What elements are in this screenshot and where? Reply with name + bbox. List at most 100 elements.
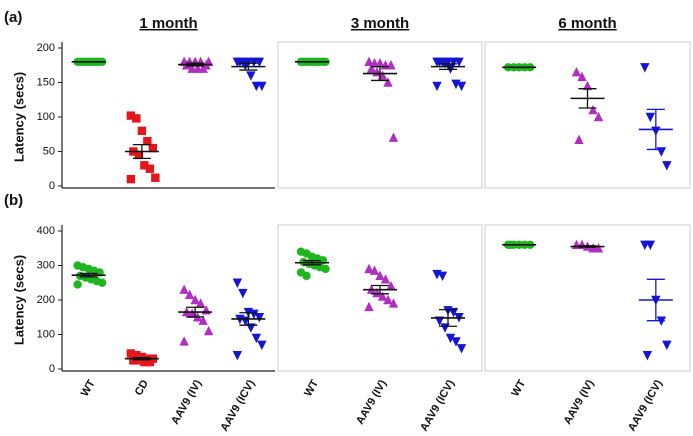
data-point	[364, 263, 374, 274]
data-point	[364, 56, 374, 66]
data-point	[645, 112, 656, 123]
x-tick-label: WT	[302, 378, 321, 399]
data-point	[640, 63, 650, 73]
data-point	[456, 344, 467, 354]
data-point	[321, 264, 330, 274]
data-point	[366, 63, 377, 73]
data-point	[254, 57, 265, 67]
data-point	[432, 81, 442, 92]
y-tick-label: 200	[37, 42, 55, 54]
data-point	[375, 57, 385, 68]
panel-title: 1 month	[139, 15, 197, 32]
panel-label: (b)	[4, 192, 23, 209]
panel-title: 6 month	[558, 15, 616, 32]
y-tick-label: 200	[37, 294, 55, 306]
y-tick-label: 100	[37, 328, 55, 340]
data-point	[129, 356, 138, 365]
data-point	[251, 333, 262, 344]
data-point	[132, 114, 141, 123]
data-point	[134, 356, 144, 365]
data-point	[364, 301, 374, 312]
data-point	[198, 315, 208, 325]
data-point	[383, 294, 393, 305]
x-tick-label: WT	[509, 378, 528, 399]
data-point	[126, 111, 136, 120]
panel-frame	[277, 224, 483, 372]
data-point	[388, 132, 399, 142]
data-point	[126, 349, 136, 358]
data-point	[451, 337, 461, 347]
data-point	[375, 270, 385, 281]
data-point	[588, 104, 598, 115]
data-point	[179, 284, 189, 294]
y-tick-label: 100	[37, 111, 55, 123]
data-point	[232, 351, 243, 361]
data-point	[434, 316, 445, 326]
data-point	[574, 134, 584, 144]
y-tick-label: 50	[43, 145, 55, 157]
x-tick-label: AAV9 (IV)	[562, 378, 597, 427]
x-tick-label: AAV9 (ICV)	[218, 378, 257, 434]
x-tick-label: AAV9 (ICV)	[418, 378, 457, 434]
x-tick-label: AAV9 (ICV)	[626, 378, 665, 434]
data-point	[143, 136, 152, 146]
data-point	[386, 281, 396, 291]
data-point	[235, 57, 245, 67]
data-point	[593, 243, 604, 253]
data-point	[662, 340, 672, 351]
data-point	[134, 150, 144, 160]
y-tick-label: 0	[49, 180, 55, 192]
data-point	[203, 56, 214, 66]
y-tick-label: 300	[37, 259, 55, 271]
y-axis-label: Latency (secs)	[11, 72, 26, 162]
data-point	[132, 351, 141, 360]
data-point	[642, 351, 653, 361]
data-point	[195, 298, 206, 308]
data-point	[73, 280, 82, 289]
data-point	[190, 294, 200, 305]
data-point	[437, 271, 448, 282]
data-point	[151, 173, 160, 182]
y-tick-label: 150	[37, 76, 55, 88]
data-point	[372, 287, 382, 298]
data-point	[140, 357, 149, 367]
data-point	[145, 164, 155, 173]
data-point	[383, 77, 393, 87]
data-point	[388, 298, 399, 308]
data-point	[184, 289, 195, 300]
data-point	[377, 291, 388, 301]
data-point	[238, 288, 248, 299]
data-point	[140, 161, 149, 170]
x-tick-label: WT	[79, 378, 98, 399]
data-point	[456, 81, 467, 92]
y-tick-label: 400	[37, 225, 55, 237]
x-tick-label: CD	[133, 378, 151, 398]
data-point	[454, 57, 464, 67]
data-point	[302, 271, 311, 281]
data-point	[137, 126, 147, 135]
data-point	[257, 81, 267, 92]
data-point	[148, 143, 158, 153]
panel-frame	[484, 224, 691, 372]
y-axis-label: Latency (secs)	[11, 255, 26, 345]
data-point	[445, 333, 456, 344]
data-point	[249, 309, 259, 319]
panel-frame	[484, 41, 691, 189]
data-point	[145, 357, 155, 367]
data-point	[577, 71, 587, 82]
data-point	[645, 240, 656, 250]
data-point	[179, 336, 189, 346]
x-tick-label: AAV9 (IV)	[354, 378, 389, 427]
x-tick-label: AAV9 (IV)	[169, 378, 204, 427]
data-point	[656, 147, 667, 157]
data-point	[380, 274, 391, 284]
data-point	[582, 80, 593, 91]
data-point	[203, 325, 214, 336]
data-point	[232, 278, 243, 288]
data-point	[593, 111, 604, 122]
panel-title: 3 month	[351, 15, 409, 32]
data-point	[571, 66, 582, 77]
y-tick-label: 0	[49, 363, 55, 375]
data-point	[662, 161, 672, 171]
